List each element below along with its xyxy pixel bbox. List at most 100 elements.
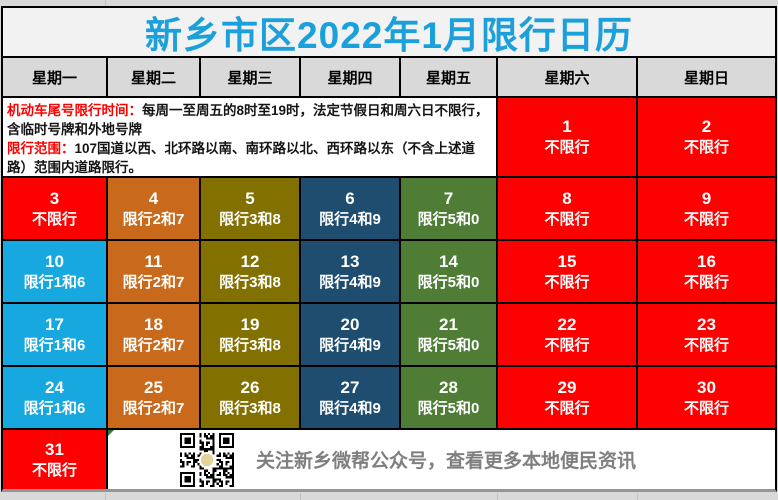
day-number: 12 bbox=[240, 251, 260, 271]
calendar-day-cell: 6 限行4和9 bbox=[301, 178, 399, 239]
calendar-day-cell: 21 限行5和0 bbox=[401, 304, 496, 365]
calendar-day-cell: 16 不限行 bbox=[638, 241, 775, 302]
day-number: 16 bbox=[697, 251, 716, 271]
day-restriction-label: 限行5和0 bbox=[417, 336, 480, 354]
day-number: 28 bbox=[439, 377, 458, 397]
day-restriction-label: 限行1和6 bbox=[23, 336, 86, 354]
calendar-day-cell: 28 限行5和0 bbox=[401, 367, 496, 428]
gridline-tick bbox=[105, 493, 106, 500]
day-restriction-label: 不限行 bbox=[31, 210, 77, 228]
day-number: 30 bbox=[697, 377, 716, 397]
day-restriction-label: 限行1和6 bbox=[23, 399, 86, 417]
day-restriction-label: 不限行 bbox=[544, 336, 590, 354]
gridline-tick bbox=[105, 0, 106, 6]
calendar-day-cell: 10 限行1和6 bbox=[3, 241, 106, 302]
calendar-day-cell: 4 限行2和7 bbox=[108, 178, 199, 239]
day-restriction-label: 限行3和8 bbox=[219, 210, 281, 228]
calendar-day-cell: 13 限行4和9 bbox=[301, 241, 399, 302]
day-number: 9 bbox=[701, 188, 712, 208]
footer-text: 关注新乡微帮公众号，查看更多本地便民资讯 bbox=[256, 451, 637, 472]
calendar-day-cell: 8 不限行 bbox=[498, 178, 636, 239]
calendar-day-cell: 3 不限行 bbox=[3, 178, 106, 239]
weekday-header-wed: 星期三 bbox=[201, 58, 299, 96]
day-restriction-label: 不限行 bbox=[683, 273, 729, 291]
day-number: 29 bbox=[557, 377, 577, 397]
notice-time-line: 机动车尾号限行时间：每周一至周五的8时至19时，法定节假日和周六日不限行，含临时… bbox=[7, 101, 492, 139]
day-number: 5 bbox=[245, 188, 255, 208]
gridline-tick bbox=[497, 493, 498, 500]
day-restriction-label: 不限行 bbox=[683, 210, 729, 228]
day-number: 7 bbox=[443, 188, 454, 208]
page-title: 新乡市区2022年1月限行日历 bbox=[3, 8, 775, 56]
notice-time-label: 机动车尾号限行时间： bbox=[7, 103, 142, 118]
day-restriction-label: 限行5和0 bbox=[417, 210, 480, 228]
notice-time-text: 每周一至周五的8时至19时，法定节假日和周六日不限行，含临时号牌和外地号牌 bbox=[7, 103, 489, 137]
calendar-day-cell: 14 限行5和0 bbox=[401, 241, 496, 302]
day-number: 1 bbox=[562, 117, 572, 136]
weekday-header-sun: 星期日 bbox=[638, 58, 775, 96]
calendar-day-cell: 9 不限行 bbox=[638, 178, 775, 239]
calendar-day-cell: 23 不限行 bbox=[638, 304, 775, 365]
day-restriction-label: 不限行 bbox=[544, 399, 590, 417]
day-number: 19 bbox=[240, 314, 260, 334]
calendar-day-cell: 30 不限行 bbox=[638, 367, 775, 428]
day-restriction-label: 限行4和9 bbox=[319, 399, 381, 417]
restriction-calendar-table: 新乡市区2022年1月限行日历 星期一 星期二 星期三 星期四 星期五 星期六 … bbox=[1, 6, 777, 492]
day-restriction-label: 不限行 bbox=[544, 210, 590, 228]
day-restriction-label: 限行4和9 bbox=[319, 336, 381, 354]
corner-marker-icon bbox=[108, 430, 114, 436]
day-restriction-label: 限行2和7 bbox=[122, 336, 185, 354]
day-number: 10 bbox=[45, 251, 64, 271]
notice-scope-line: 限行范围：107国道以西、北环路以南、南环路以北、西环路以东（不含上述道路）范围… bbox=[7, 139, 492, 176]
qr-code-icon bbox=[180, 432, 234, 487]
day-restriction-label: 不限行 bbox=[683, 399, 729, 417]
day-number: 23 bbox=[697, 314, 716, 334]
day-restriction-label: 不限行 bbox=[31, 461, 77, 479]
footer-banner: 关注新乡微帮公众号，查看更多本地便民资讯 bbox=[108, 430, 775, 489]
day-restriction-label: 不限行 bbox=[683, 139, 729, 156]
weekday-header-fri: 星期五 bbox=[401, 58, 496, 96]
day-number: 25 bbox=[144, 377, 163, 397]
calendar-day-cell: 2 不限行 bbox=[638, 98, 775, 176]
weekday-header-tue: 星期二 bbox=[108, 58, 199, 96]
day-restriction-label: 限行5和0 bbox=[417, 273, 480, 291]
day-number: 13 bbox=[340, 251, 360, 271]
day-restriction-label: 限行2和7 bbox=[122, 273, 185, 291]
notice-scope-label: 限行范围： bbox=[7, 141, 75, 156]
gridline-tick bbox=[637, 493, 638, 500]
calendar-day-cell: 27 限行4和9 bbox=[301, 367, 399, 428]
day-number: 22 bbox=[557, 314, 577, 334]
calendar-day-cell: 5 限行3和8 bbox=[201, 178, 299, 239]
calendar-day-cell: 22 不限行 bbox=[498, 304, 636, 365]
day-number: 26 bbox=[240, 377, 260, 397]
calendar-day-cell: 26 限行3和8 bbox=[201, 367, 299, 428]
day-restriction-label: 限行3和8 bbox=[219, 336, 281, 354]
calendar-day-cell: 19 限行3和8 bbox=[201, 304, 299, 365]
notice-scope-text: 107国道以西、北环路以南、南环路以北、西环路以东（不含上述道路）范围内道路限行… bbox=[7, 141, 476, 175]
weekday-header-mon: 星期一 bbox=[3, 58, 106, 96]
calendar-day-cell: 29 不限行 bbox=[498, 367, 636, 428]
day-restriction-label: 不限行 bbox=[544, 273, 590, 291]
calendar-day-cell: 31 不限行 bbox=[3, 430, 106, 489]
day-restriction-label: 限行1和6 bbox=[23, 273, 86, 291]
calendar-day-cell: 18 限行2和7 bbox=[108, 304, 199, 365]
day-restriction-label: 不限行 bbox=[683, 336, 729, 354]
day-restriction-label: 限行3和8 bbox=[219, 273, 281, 291]
day-number: 15 bbox=[557, 251, 577, 271]
day-number: 18 bbox=[144, 314, 163, 334]
calendar-day-cell: 17 限行1和6 bbox=[3, 304, 106, 365]
weekday-header-sat: 星期六 bbox=[498, 58, 636, 96]
day-restriction-label: 限行4和9 bbox=[319, 210, 381, 228]
day-number: 3 bbox=[49, 188, 60, 208]
day-restriction-label: 限行2和7 bbox=[122, 210, 185, 228]
day-number: 14 bbox=[439, 251, 458, 271]
calendar-day-cell: 15 不限行 bbox=[498, 241, 636, 302]
day-number: 24 bbox=[45, 377, 64, 397]
day-number: 31 bbox=[45, 439, 64, 459]
calendar-day-cell: 1 不限行 bbox=[498, 98, 636, 176]
day-restriction-label: 限行5和0 bbox=[417, 399, 480, 417]
day-number: 17 bbox=[45, 314, 64, 334]
day-restriction-label: 不限行 bbox=[544, 139, 590, 156]
calendar-day-cell: 20 限行4和9 bbox=[301, 304, 399, 365]
day-restriction-label: 限行3和8 bbox=[219, 399, 281, 417]
